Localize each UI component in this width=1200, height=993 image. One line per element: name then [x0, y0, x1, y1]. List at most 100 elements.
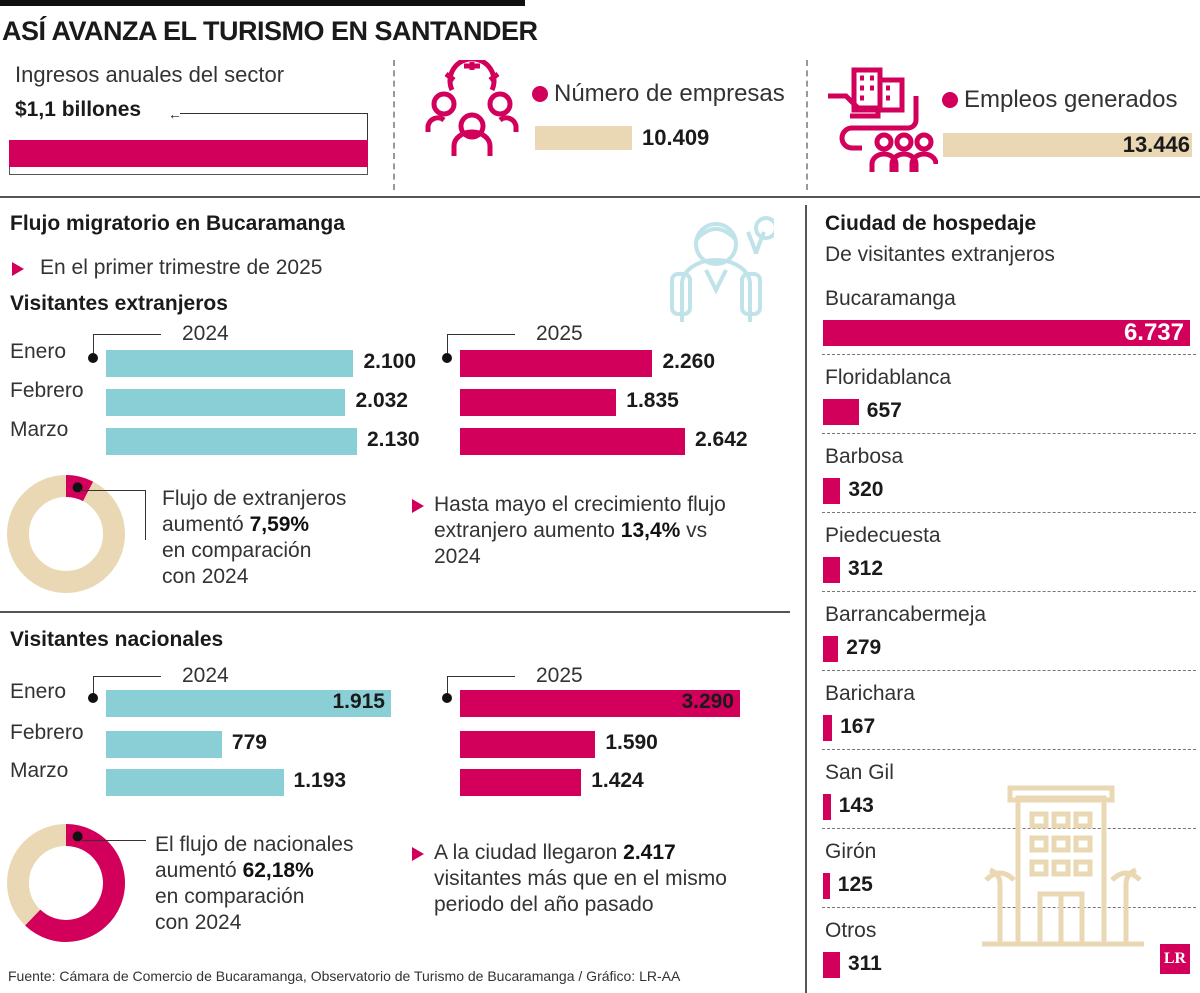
city-value: 167: [840, 715, 876, 738]
year-label: 2024: [182, 664, 229, 687]
note-line: en comparación: [162, 539, 312, 562]
empleos-bar: [943, 133, 1192, 157]
city-divider: [822, 354, 1196, 355]
note-line: El flujo de nacionales: [155, 833, 354, 856]
ext-growth-note: Hasta mayo el crecimiento flujo extranje…: [434, 492, 726, 570]
city-label: Barichara: [825, 682, 915, 705]
donut-leader: [82, 840, 146, 841]
city-divider: [822, 591, 1196, 592]
note-text: vs: [680, 519, 708, 542]
bar-value: 1.424: [591, 769, 644, 792]
empresas-value: 10.409: [642, 125, 710, 150]
extranjeros-note: Flujo de extranjeros aumentó 7,59% en co…: [162, 486, 346, 590]
year-label: 2024: [182, 322, 229, 345]
city-value: 312: [847, 557, 884, 580]
city-label: Piedecuesta: [825, 524, 941, 547]
nacionales-donut: [7, 824, 125, 942]
year-leader: [93, 676, 161, 698]
flujo-subtitle: En el primer trimestre de 2025: [40, 256, 323, 279]
hand-building-people-icon: [828, 67, 938, 172]
note-line: periodo del año pasado: [434, 893, 654, 916]
city-bar: [823, 399, 859, 425]
city-value: 6.737: [1123, 319, 1184, 346]
city-divider: [822, 670, 1196, 671]
leader-dot: [72, 831, 83, 842]
month-label: Enero: [10, 680, 67, 703]
nacionales-title: Visitantes nacionales: [10, 628, 224, 651]
city-value: 311: [847, 952, 882, 975]
city-value: 657: [866, 399, 902, 422]
month-label: Febrero: [10, 379, 84, 402]
ingresos-value: $1,1 billones: [15, 98, 142, 121]
note-line: 2024: [434, 545, 481, 568]
city-label: Otros: [825, 919, 877, 942]
hotel-icon: [982, 785, 1144, 947]
bullet-dot: [942, 92, 958, 108]
city-divider: [822, 907, 1196, 908]
note-line: Flujo de extranjeros: [162, 487, 347, 510]
ciudad-subtitle: De visitantes extranjeros: [825, 243, 1055, 266]
section-divider: [0, 196, 1200, 198]
top-rule: [0, 0, 525, 6]
nac-growth-note: A la ciudad llegaron 2.417 visitantes má…: [434, 840, 727, 918]
year-leader: [447, 334, 515, 358]
year-label: 2025: [536, 322, 583, 345]
page-title: ASÍ AVANZA EL TURISMO EN SANTANDER: [2, 16, 538, 46]
bar: [460, 389, 617, 416]
extranjeros-title: Visitantes extranjeros: [10, 292, 228, 315]
bar-value: 1.915: [332, 690, 385, 713]
ciudad-title: Ciudad de hospedaje: [825, 212, 1037, 235]
bar: [460, 428, 685, 455]
year-label: 2025: [536, 664, 583, 687]
note-text: aumentó: [155, 859, 243, 882]
traveler-icon: [670, 216, 774, 322]
bar: [106, 428, 357, 455]
note-text: A la ciudad llegaron: [434, 841, 624, 864]
note-text: aumentó: [162, 513, 250, 536]
bar-value: 3.290: [681, 690, 734, 713]
divider: [393, 60, 395, 190]
bar: [460, 731, 596, 758]
bar: [106, 731, 222, 758]
bar: [106, 690, 391, 717]
extranjeros-donut: [7, 475, 125, 593]
city-value: 320: [848, 478, 884, 501]
month-label: Enero: [10, 340, 67, 363]
note-line: extranjero aumento 13,4% vs: [434, 518, 726, 544]
bar: [106, 350, 354, 377]
ingresos-bar: [9, 140, 368, 167]
city-value: 143: [838, 794, 874, 817]
triangle-bullet-icon: [12, 262, 24, 276]
divider: [806, 60, 808, 190]
city-bar: [823, 636, 839, 662]
bar-value: 1.835: [626, 389, 679, 412]
empresas-label-text: Número de empresas: [554, 80, 785, 107]
empresas-label: Número de empresas: [532, 80, 785, 108]
bar-value: 2.100: [363, 350, 417, 373]
year-leader: [93, 334, 161, 358]
city-label: Girón: [825, 840, 877, 863]
bar-value: 2.260: [662, 350, 716, 373]
city-bar: [823, 715, 833, 741]
empresas-bar: [535, 126, 632, 150]
city-label: Barrancabermeja: [825, 603, 987, 626]
note-highlight: 62,18%: [242, 859, 314, 882]
note-line: aumentó 7,59%: [162, 512, 346, 538]
bar-value: 1.193: [293, 769, 347, 792]
city-divider: [822, 749, 1196, 750]
bar-value: 779: [231, 731, 267, 754]
city-label: San Gil: [825, 761, 894, 784]
triangle-bullet-icon: [412, 847, 424, 861]
month-label: Febrero: [10, 721, 84, 744]
note-highlight: 7,59%: [249, 513, 310, 536]
bullet-dot: [532, 86, 548, 102]
note-line: A la ciudad llegaron 2.417: [434, 840, 727, 866]
people-gear-icon: [425, 60, 519, 156]
leader-dot: [72, 482, 83, 493]
ingresos-label: Ingresos anuales del sector: [15, 62, 285, 87]
leader-dot: [442, 353, 452, 363]
city-label: Floridablanca: [825, 366, 952, 389]
bar: [106, 389, 346, 416]
note-line: visitantes más que en el mismo: [434, 867, 727, 890]
lr-logo: LR: [1160, 944, 1190, 974]
